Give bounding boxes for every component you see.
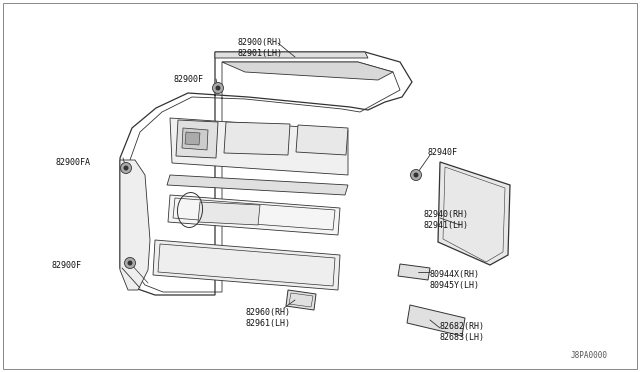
Text: J8PA0000: J8PA0000 bbox=[571, 351, 608, 360]
Polygon shape bbox=[296, 125, 348, 155]
Circle shape bbox=[212, 83, 223, 93]
Polygon shape bbox=[120, 52, 412, 295]
Circle shape bbox=[413, 173, 419, 177]
Polygon shape bbox=[407, 305, 465, 336]
Text: 82960(RH)
82961(LH): 82960(RH) 82961(LH) bbox=[246, 308, 291, 328]
Text: 82900F: 82900F bbox=[52, 261, 82, 270]
Polygon shape bbox=[222, 62, 393, 80]
Polygon shape bbox=[182, 128, 208, 150]
Polygon shape bbox=[438, 162, 510, 265]
Polygon shape bbox=[170, 118, 348, 175]
Circle shape bbox=[124, 166, 129, 170]
Polygon shape bbox=[168, 195, 340, 235]
Polygon shape bbox=[286, 290, 316, 310]
Text: 82682(RH)
82683(LH): 82682(RH) 82683(LH) bbox=[440, 322, 485, 342]
Text: 82940(RH)
82941(LH): 82940(RH) 82941(LH) bbox=[424, 210, 469, 230]
Polygon shape bbox=[120, 160, 150, 290]
Polygon shape bbox=[185, 132, 200, 145]
Circle shape bbox=[410, 170, 422, 180]
Text: 82900(RH)
82901(LH): 82900(RH) 82901(LH) bbox=[237, 38, 282, 58]
Polygon shape bbox=[153, 240, 340, 290]
Circle shape bbox=[216, 86, 221, 90]
Text: 80944X(RH)
80945Y(LH): 80944X(RH) 80945Y(LH) bbox=[430, 270, 480, 290]
Text: 82940F: 82940F bbox=[428, 148, 458, 157]
Polygon shape bbox=[198, 202, 260, 225]
Polygon shape bbox=[398, 264, 430, 280]
Polygon shape bbox=[215, 52, 368, 58]
Circle shape bbox=[127, 260, 132, 266]
Circle shape bbox=[125, 257, 136, 269]
Polygon shape bbox=[176, 120, 218, 158]
Text: 82900FA: 82900FA bbox=[56, 158, 91, 167]
Text: 82900F: 82900F bbox=[173, 75, 203, 84]
Polygon shape bbox=[167, 175, 348, 195]
Polygon shape bbox=[224, 122, 290, 155]
Circle shape bbox=[120, 163, 131, 173]
